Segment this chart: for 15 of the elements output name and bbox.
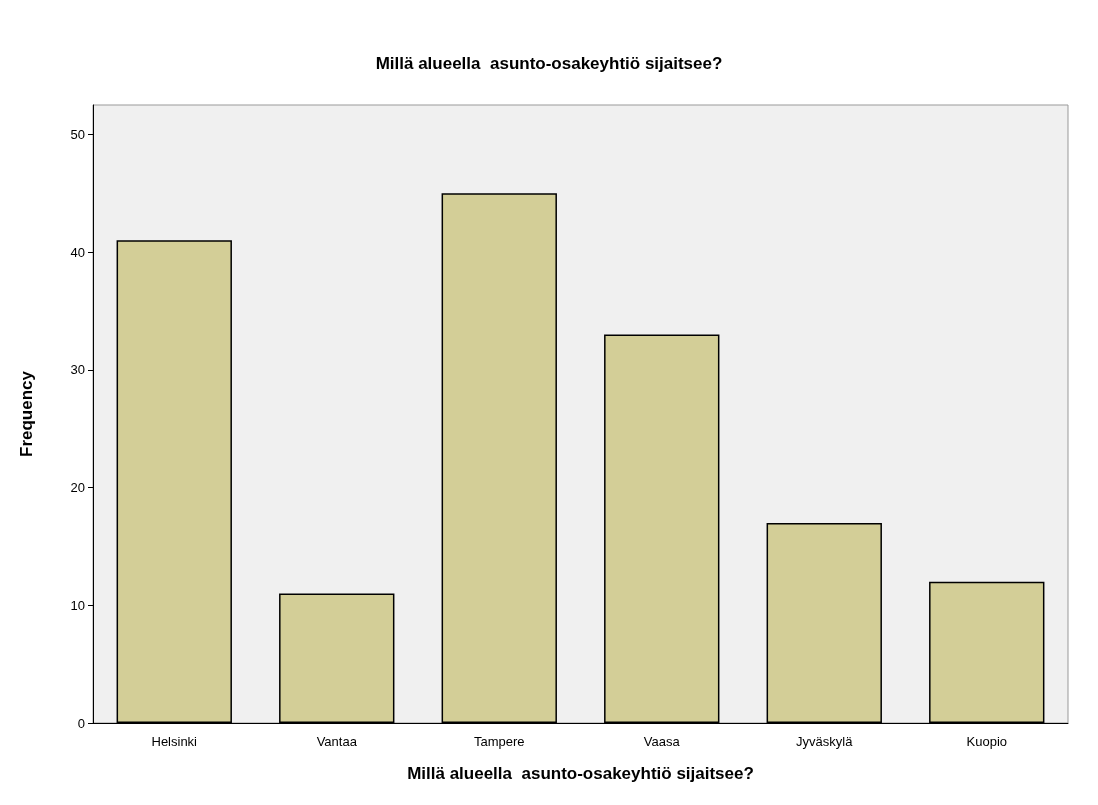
y-tick-label: 10 xyxy=(70,597,85,613)
y-axis-title: Frequency xyxy=(17,370,36,457)
x-tick-label: Vantaa xyxy=(316,734,358,749)
y-tick-label: 50 xyxy=(70,126,85,142)
y-tick-label: 40 xyxy=(70,244,85,260)
y-tick-label: 20 xyxy=(70,480,85,496)
x-tick-label: Helsinki xyxy=(151,734,198,749)
chart-title: Millä alueella asunto-osakeyhtiö sijaitsee? xyxy=(375,54,723,73)
y-tick-label: 30 xyxy=(70,362,85,378)
x-axis-title: Millä alueella asunto-osakeyhtiö sijaitsee? xyxy=(407,764,754,783)
x-tick-label: Tampere xyxy=(473,734,525,749)
x-tick-label: Vaasa xyxy=(643,734,681,749)
x-tick-label: Jyväskylä xyxy=(796,734,854,749)
x-tick-label: Kuopio xyxy=(966,734,1007,749)
y-tick-label: 0 xyxy=(77,715,85,731)
